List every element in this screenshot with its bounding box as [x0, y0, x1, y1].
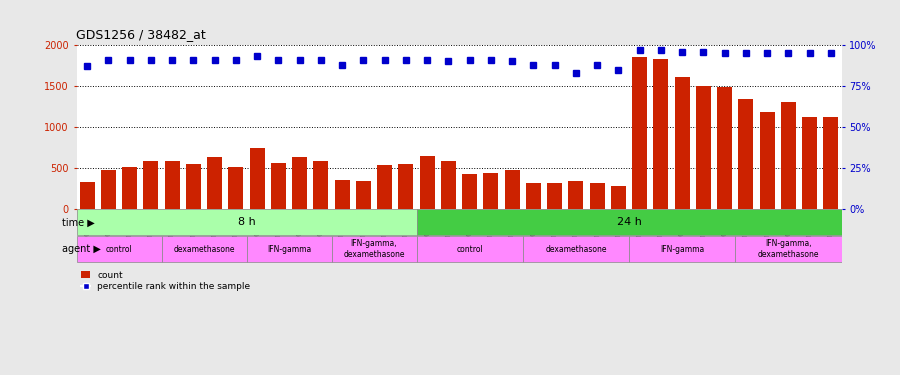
Bar — [186, 164, 201, 209]
Bar — [122, 168, 137, 209]
Bar — [781, 102, 796, 209]
Bar — [417, 236, 523, 262]
Bar — [76, 209, 417, 235]
Bar — [824, 117, 838, 209]
Bar — [632, 57, 647, 209]
Bar — [505, 170, 519, 209]
Text: control: control — [105, 244, 132, 254]
Bar — [590, 183, 605, 209]
Bar — [441, 160, 455, 209]
Bar — [76, 236, 161, 262]
Bar — [675, 77, 689, 209]
Text: dexamethasone: dexamethasone — [173, 244, 235, 254]
Bar — [569, 181, 583, 209]
Bar — [143, 160, 158, 209]
Bar — [399, 164, 413, 209]
Bar — [463, 174, 477, 209]
Bar — [735, 236, 842, 262]
Text: control: control — [456, 244, 483, 254]
Bar — [271, 163, 286, 209]
Bar — [165, 160, 180, 209]
Text: IFN-gamma: IFN-gamma — [267, 244, 311, 254]
Text: IFN-gamma,
dexamethasone: IFN-gamma, dexamethasone — [343, 239, 405, 259]
Bar — [417, 209, 842, 235]
Bar — [292, 157, 307, 209]
Bar — [738, 99, 753, 209]
Bar — [526, 183, 541, 209]
Bar — [161, 236, 247, 262]
Bar — [207, 157, 222, 209]
Bar — [249, 148, 265, 209]
Bar — [629, 236, 735, 262]
Bar — [717, 87, 732, 209]
Bar — [653, 59, 669, 209]
Bar — [523, 236, 629, 262]
Text: 24 h: 24 h — [616, 217, 642, 227]
Text: IFN-gamma,
dexamethasone: IFN-gamma, dexamethasone — [758, 239, 819, 259]
Text: dexamethasone: dexamethasone — [545, 244, 607, 254]
Bar — [611, 186, 625, 209]
Text: time ▶: time ▶ — [61, 217, 94, 227]
Legend: count, percentile rank within the sample: count, percentile rank within the sample — [81, 271, 250, 291]
Bar — [802, 117, 817, 209]
Text: GDS1256 / 38482_at: GDS1256 / 38482_at — [76, 28, 206, 41]
Bar — [547, 183, 562, 209]
Text: IFN-gamma: IFN-gamma — [660, 244, 704, 254]
Bar — [247, 236, 331, 262]
Text: agent ▶: agent ▶ — [61, 244, 101, 254]
Bar — [101, 170, 116, 209]
Bar — [331, 236, 417, 262]
Bar — [335, 180, 349, 209]
Text: 8 h: 8 h — [238, 217, 256, 227]
Bar — [313, 160, 328, 209]
Bar — [377, 165, 392, 209]
Bar — [80, 182, 94, 209]
Bar — [356, 181, 371, 209]
Bar — [419, 156, 435, 209]
Bar — [760, 112, 775, 209]
Bar — [696, 86, 711, 209]
Bar — [483, 173, 499, 209]
Bar — [229, 168, 243, 209]
